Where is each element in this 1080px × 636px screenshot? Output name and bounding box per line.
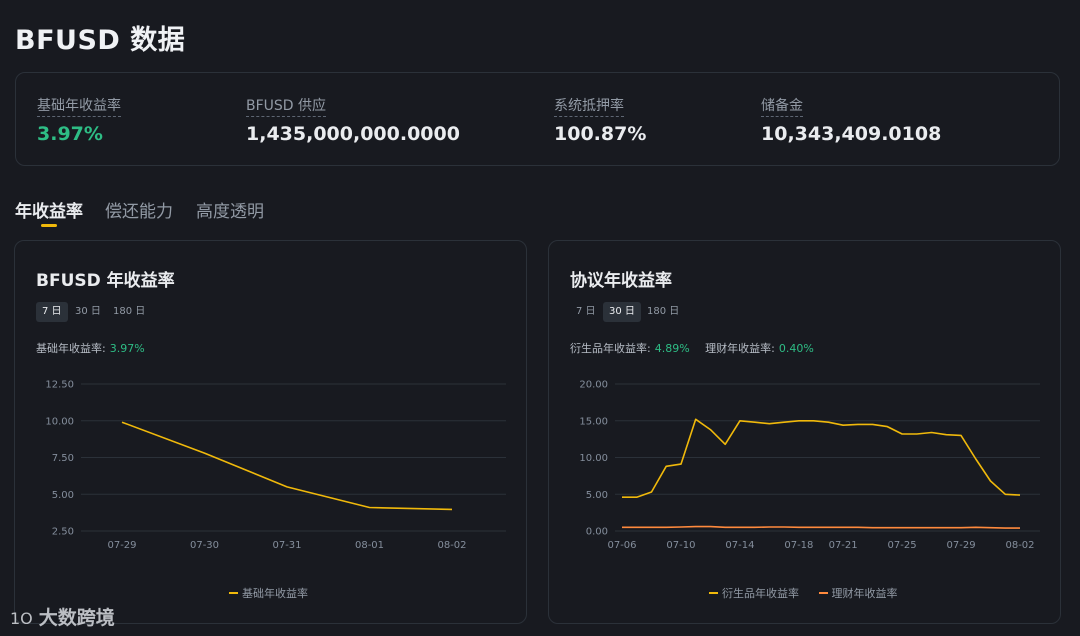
stats-panel: 基础年收益率 3.97% BFUSD 供应 1,435,000,000.0000…	[15, 72, 1060, 166]
x-tick-label: 07-10	[666, 540, 695, 551]
metric-label: 衍生品年收益率:	[570, 342, 651, 355]
stat-label[interactable]: 储备金	[761, 95, 803, 117]
chart-legend: 衍生品年收益率 理财年收益率	[709, 584, 914, 601]
y-tick-label: 20.00	[579, 380, 608, 391]
metric-label: 基础年收益率:	[36, 342, 106, 355]
tab-transparency[interactable]: 高度透明	[196, 202, 264, 222]
y-tick-label: 7.50	[52, 453, 74, 464]
stat-value: 100.87%	[554, 123, 647, 145]
x-tick-label: 08-02	[1005, 540, 1034, 551]
legend-item[interactable]: 衍生品年收益率	[709, 585, 799, 601]
stat-value: 10,343,409.0108	[761, 123, 942, 145]
stat-value: 1,435,000,000.0000	[246, 123, 460, 145]
y-tick-label: 15.00	[579, 416, 608, 427]
period-7d[interactable]: 7 日	[36, 302, 68, 322]
card-protocol-apy: 协议年收益率 7 日 30 日 180 日 衍生品年收益率: 4.89% 理财年收…	[548, 240, 1061, 624]
legend-label: 衍生品年收益率	[722, 587, 799, 600]
metric-value: 4.89%	[654, 342, 690, 355]
legend-swatch	[229, 592, 238, 594]
period-180d[interactable]: 180 日	[113, 306, 146, 317]
stat-collateral-ratio: 系统抵押率 100.87%	[554, 95, 646, 145]
x-tick-label: 07-25	[888, 540, 917, 551]
legend-label: 基础年收益率	[242, 587, 308, 600]
watermark-text: 大数跨境	[38, 607, 115, 629]
card-title: BFUSD 年收益率	[36, 271, 175, 291]
y-tick-label: 2.50	[52, 527, 74, 538]
y-tick-label: 5.00	[586, 490, 608, 501]
x-tick-label: 07-06	[607, 540, 636, 551]
y-tick-label: 10.00	[45, 416, 74, 427]
tab-solvency[interactable]: 偿还能力	[105, 202, 173, 222]
card-title: 协议年收益率	[570, 271, 672, 291]
stat-label[interactable]: 基础年收益率	[37, 95, 121, 117]
x-tick-label: 07-18	[784, 540, 813, 551]
series-line	[622, 418, 1021, 499]
x-tick-label: 08-02	[437, 540, 466, 551]
stat-base-apy: 基础年收益率 3.97%	[37, 95, 121, 145]
x-tick-label: 07-30	[190, 540, 219, 551]
x-tick-label: 07-29	[107, 540, 136, 551]
x-tick-label: 07-29	[947, 540, 976, 551]
bfusd-apy-chart[interactable]: 2.50 5.00 7.50 10.00 12.50 07-29 07-30 07-31 08-…	[15, 241, 528, 571]
legend-swatch	[709, 592, 718, 594]
series-line	[121, 421, 453, 511]
y-tick-label: 5.00	[52, 490, 74, 501]
y-tick-label: 0.00	[586, 527, 608, 538]
period-30d[interactable]: 30 日	[603, 302, 641, 322]
period-30d[interactable]: 30 日	[75, 306, 101, 317]
legend-item[interactable]: 基础年收益率	[229, 585, 308, 601]
legend-label: 理财年收益率	[831, 587, 898, 600]
metric-label: 理财年收益率:	[705, 342, 775, 355]
metric-line: 衍生品年收益率: 4.89% 理财年收益率: 0.40%	[570, 340, 826, 356]
y-tick-label: 10.00	[579, 453, 608, 464]
x-tick-label: 07-31	[272, 540, 301, 551]
metric-value: 0.40%	[778, 342, 814, 355]
legend-item[interactable]: 理财年收益率	[818, 585, 898, 601]
series-line	[622, 525, 1020, 529]
x-tick-label: 07-21	[829, 540, 858, 551]
card-bfusd-apy: BFUSD 年收益率 7 日 30 日 180 日 基础年收益率: 3.97% 2…	[14, 240, 527, 624]
stat-label[interactable]: 系统抵押率	[554, 95, 624, 117]
stat-label[interactable]: BFUSD 供应	[246, 95, 327, 117]
metric-value: 3.97%	[109, 342, 145, 355]
legend-swatch	[818, 592, 828, 594]
stat-supply: BFUSD 供应 1,435,000,000.0000	[246, 95, 460, 145]
tab-apy[interactable]: 年收益率	[15, 202, 83, 222]
stat-value: 3.97%	[37, 123, 103, 145]
period-7d[interactable]: 7 日	[576, 306, 596, 317]
page-title: BFUSD 数据	[15, 25, 186, 56]
y-tick-label: 12.50	[45, 380, 74, 391]
watermark-logo-icon: 1O	[10, 609, 33, 628]
metric-line: 基础年收益率: 3.97%	[36, 340, 157, 356]
watermark: 1O 大数跨境	[10, 603, 115, 630]
protocol-apy-chart[interactable]: 0.00 5.00 10.00 15.00 20.00 07-06 07-10 07-14 07…	[549, 241, 1062, 571]
chart-legend: 基础年收益率	[229, 584, 324, 601]
tab-active-indicator	[41, 224, 57, 227]
x-tick-label: 08-01	[355, 540, 384, 551]
stat-reserve: 储备金 10,343,409.0108	[761, 95, 941, 145]
period-180d[interactable]: 180 日	[647, 306, 680, 317]
x-tick-label: 07-14	[725, 540, 754, 551]
